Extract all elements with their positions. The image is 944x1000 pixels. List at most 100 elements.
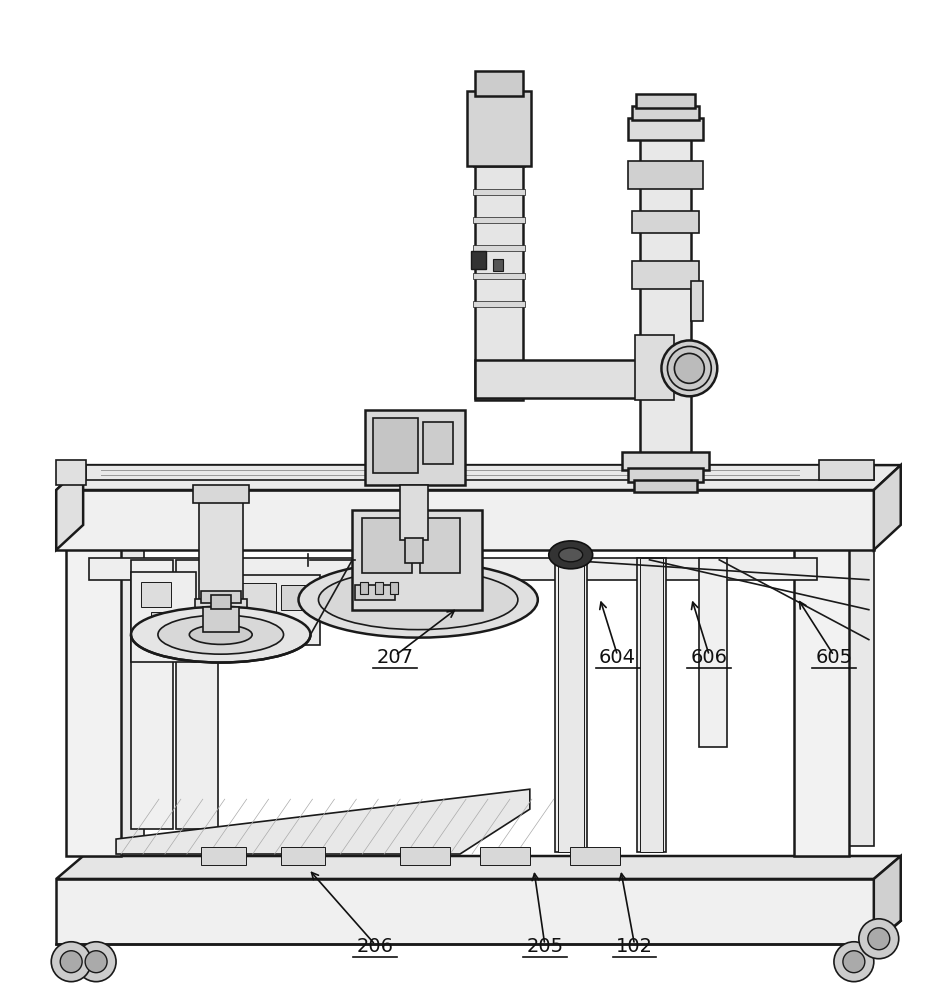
Bar	[700, 558, 727, 747]
Bar	[141, 582, 171, 607]
Ellipse shape	[667, 346, 711, 390]
Bar	[390, 582, 398, 594]
Ellipse shape	[51, 942, 92, 982]
Ellipse shape	[190, 625, 252, 644]
Ellipse shape	[76, 942, 116, 982]
Bar	[151, 612, 166, 627]
Bar	[203, 607, 239, 632]
Bar	[236, 583, 276, 613]
Bar	[632, 261, 700, 289]
Ellipse shape	[131, 607, 311, 663]
Bar	[365, 410, 465, 485]
Ellipse shape	[85, 951, 107, 973]
Ellipse shape	[662, 340, 717, 396]
Bar	[473, 161, 525, 167]
Bar	[493, 259, 503, 271]
Bar	[636, 558, 666, 852]
Bar	[471, 251, 486, 269]
Bar	[628, 161, 703, 189]
Bar	[473, 273, 525, 279]
Bar	[473, 217, 525, 223]
Bar	[473, 301, 525, 307]
Text: 206: 206	[357, 937, 394, 956]
Bar	[632, 211, 700, 233]
Bar	[628, 118, 703, 140]
Bar	[131, 560, 173, 829]
Bar	[362, 518, 413, 573]
Bar	[57, 490, 874, 550]
Bar	[555, 558, 586, 852]
Bar	[475, 71, 523, 96]
Bar	[131, 572, 195, 662]
Bar	[352, 510, 482, 610]
Ellipse shape	[60, 951, 82, 973]
Bar	[467, 91, 531, 166]
Bar	[634, 335, 674, 400]
Bar	[193, 485, 248, 503]
Ellipse shape	[843, 951, 865, 973]
Ellipse shape	[298, 562, 538, 638]
Text: 604: 604	[599, 648, 636, 667]
Bar	[66, 538, 121, 856]
Ellipse shape	[834, 942, 874, 982]
Bar	[201, 847, 245, 865]
Bar	[570, 847, 619, 865]
Bar	[633, 480, 698, 492]
Text: 207: 207	[377, 648, 413, 667]
Polygon shape	[874, 465, 901, 550]
Bar	[420, 518, 460, 573]
Bar	[201, 591, 241, 603]
Bar	[819, 460, 874, 480]
Ellipse shape	[674, 353, 704, 383]
Bar	[819, 538, 874, 846]
Bar	[355, 585, 396, 600]
Bar	[639, 558, 664, 852]
Bar	[280, 585, 306, 610]
Bar	[376, 582, 383, 594]
Bar	[635, 94, 696, 108]
Bar	[691, 281, 703, 320]
Bar	[199, 490, 243, 605]
Bar	[621, 452, 709, 470]
Bar	[400, 847, 450, 865]
Ellipse shape	[868, 928, 890, 950]
Polygon shape	[57, 856, 901, 879]
Text: 102: 102	[616, 937, 653, 956]
Bar	[558, 558, 583, 852]
Bar	[280, 847, 326, 865]
Bar	[400, 485, 429, 540]
Polygon shape	[57, 465, 901, 490]
Polygon shape	[116, 789, 530, 854]
Bar	[639, 126, 691, 460]
Text: 605: 605	[816, 648, 852, 667]
Bar	[194, 599, 246, 639]
Bar	[373, 418, 418, 473]
Bar	[794, 538, 849, 856]
Bar	[473, 189, 525, 195]
Bar	[475, 360, 665, 398]
Polygon shape	[874, 856, 901, 944]
Text: 205: 205	[526, 937, 564, 956]
Bar	[628, 468, 703, 482]
Bar	[57, 879, 874, 944]
Text: 606: 606	[691, 648, 728, 667]
Bar	[475, 161, 523, 400]
Bar	[89, 538, 144, 846]
Bar	[89, 558, 817, 580]
Bar	[211, 595, 230, 609]
Bar	[86, 465, 874, 480]
Polygon shape	[57, 465, 83, 550]
Bar	[57, 460, 86, 485]
Bar	[423, 422, 453, 464]
Ellipse shape	[859, 919, 899, 959]
Bar	[361, 582, 368, 594]
Ellipse shape	[158, 615, 283, 654]
Bar	[226, 575, 320, 645]
Bar	[632, 106, 700, 120]
Bar	[176, 560, 218, 829]
Ellipse shape	[548, 541, 593, 569]
Bar	[405, 538, 423, 563]
Bar	[480, 847, 530, 865]
Ellipse shape	[318, 570, 518, 630]
Ellipse shape	[559, 548, 582, 562]
